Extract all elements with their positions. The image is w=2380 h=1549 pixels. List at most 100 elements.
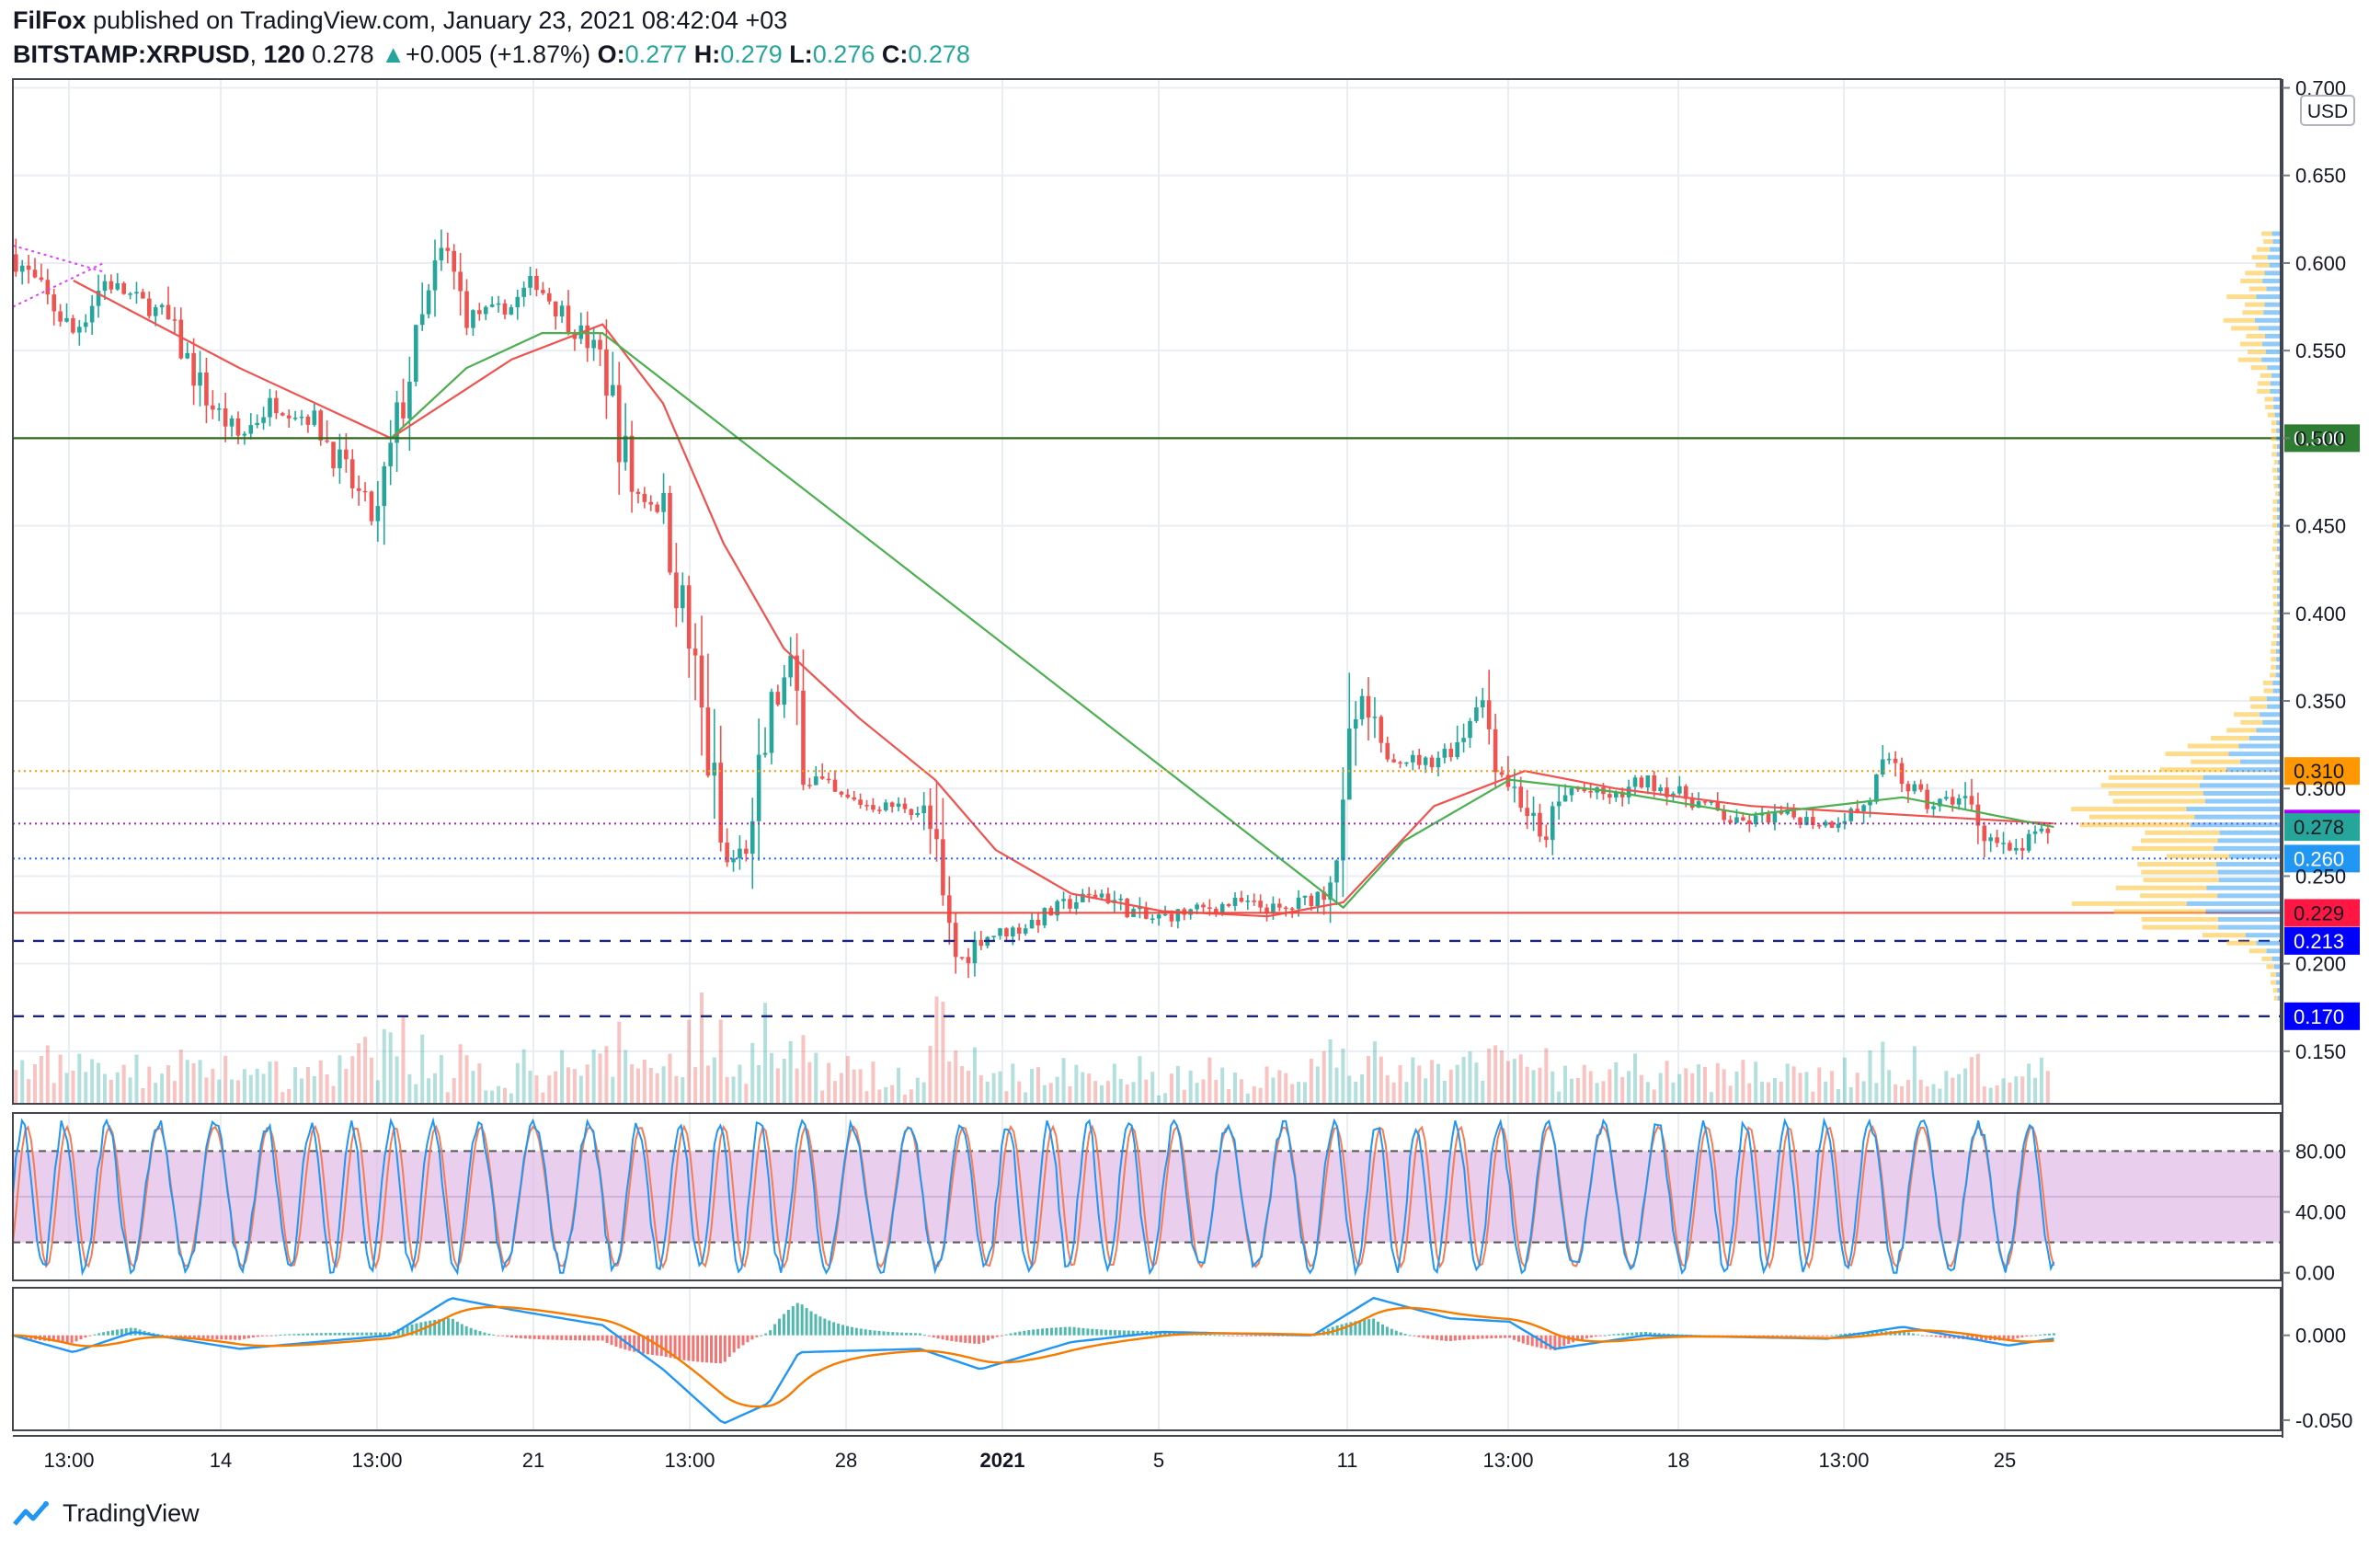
candle[interactable] (1823, 820, 1828, 828)
candle[interactable] (819, 763, 825, 780)
candle[interactable] (89, 294, 95, 335)
candle[interactable] (489, 296, 495, 308)
candle[interactable] (648, 495, 654, 511)
candle[interactable] (1639, 774, 1644, 789)
candle[interactable] (858, 793, 863, 809)
candle[interactable] (1969, 778, 1974, 810)
candle[interactable] (972, 931, 978, 977)
candle[interactable] (1239, 890, 1244, 903)
candle[interactable] (109, 274, 114, 294)
candle[interactable] (674, 543, 679, 627)
time-tick-label[interactable]: 13:00 (1818, 1449, 1869, 1472)
candle[interactable] (1429, 754, 1435, 774)
candle[interactable] (191, 338, 196, 406)
candle[interactable] (1531, 796, 1536, 832)
candle[interactable] (1150, 913, 1155, 924)
candle[interactable] (1836, 817, 1841, 832)
price-tick-label[interactable]: 0.650 (2295, 165, 2346, 188)
time-tick-label[interactable]: 11 (1337, 1449, 1358, 1472)
level-badge[interactable] (2284, 844, 2360, 873)
candle[interactable] (762, 727, 768, 758)
candle[interactable] (45, 269, 51, 304)
candle[interactable] (1893, 751, 1898, 777)
candle[interactable] (1068, 894, 1072, 913)
level-badge-label[interactable]: 0.170 (2294, 1005, 2344, 1028)
candle[interactable] (1036, 912, 1041, 934)
stochastic-tick-label[interactable]: 0.00 (2295, 1262, 2335, 1285)
candle[interactable] (71, 315, 75, 335)
candle[interactable] (1011, 925, 1015, 946)
price-tick-label[interactable]: 0.300 (2295, 777, 2346, 800)
candle[interactable] (1556, 784, 1562, 820)
candle[interactable] (1499, 766, 1505, 778)
candle[interactable] (1918, 779, 1924, 793)
candle[interactable] (1442, 743, 1447, 763)
candle[interactable] (813, 765, 818, 786)
candle[interactable] (629, 420, 635, 513)
candle[interactable] (216, 403, 222, 421)
candle[interactable] (146, 291, 152, 319)
candle[interactable] (185, 342, 190, 360)
candle[interactable] (692, 623, 698, 701)
stochastic-tick-label[interactable]: 80.00 (2295, 1140, 2346, 1163)
candle[interactable] (2020, 838, 2025, 858)
candle[interactable] (432, 239, 438, 317)
candle[interactable] (1791, 804, 1796, 820)
candle[interactable] (1518, 776, 1524, 812)
candle[interactable] (1880, 745, 1885, 777)
candle[interactable] (731, 850, 736, 872)
candle[interactable] (1962, 782, 1968, 810)
candle[interactable] (1645, 774, 1651, 795)
candle[interactable] (419, 282, 425, 331)
tradingview-logo-icon[interactable] (13, 1500, 55, 1528)
level-badge[interactable] (2284, 926, 2360, 955)
candle[interactable] (77, 319, 82, 346)
candle[interactable] (1353, 701, 1358, 766)
time-tick-label[interactable]: 14 (210, 1449, 232, 1472)
level-badge-label[interactable]: 0.213 (2294, 930, 2344, 953)
candle[interactable] (255, 414, 259, 429)
candle[interactable] (1480, 687, 1485, 718)
candle[interactable] (1468, 717, 1472, 748)
candle[interactable] (1315, 891, 1321, 912)
candle[interactable] (795, 633, 799, 726)
candle[interactable] (1595, 786, 1599, 799)
candle[interactable] (896, 797, 901, 812)
symbol-name[interactable]: BITSTAMP:XRPUSD (13, 40, 250, 68)
candle[interactable] (338, 433, 342, 484)
candle[interactable] (1201, 902, 1206, 913)
candle[interactable] (1448, 742, 1454, 762)
candle[interactable] (286, 409, 292, 429)
candle[interactable] (1982, 821, 1987, 858)
candle[interactable] (496, 295, 501, 313)
level-badge[interactable] (2284, 757, 2360, 786)
candle[interactable] (2039, 823, 2044, 834)
time-tick-label[interactable]: 13:00 (351, 1449, 402, 1472)
candle[interactable] (1956, 794, 1962, 810)
candle[interactable] (680, 572, 685, 623)
candle[interactable] (1486, 670, 1492, 745)
candle[interactable] (235, 411, 241, 444)
time-tick-label[interactable]: 13:00 (1482, 1449, 1533, 1472)
candle[interactable] (877, 806, 882, 814)
candle[interactable] (966, 947, 971, 979)
candle[interactable] (661, 473, 666, 524)
candle[interactable] (1759, 806, 1765, 823)
candle[interactable] (642, 487, 647, 509)
candle[interactable] (198, 350, 202, 407)
candle[interactable] (1346, 672, 1352, 800)
candle[interactable] (1391, 753, 1396, 763)
candle[interactable] (407, 356, 412, 451)
candle[interactable] (2014, 838, 2019, 855)
candle[interactable] (934, 782, 939, 862)
time-tick-label[interactable]: 25 (1994, 1449, 2016, 1472)
candle[interactable] (1829, 820, 1835, 829)
candle[interactable] (1029, 912, 1035, 929)
candle[interactable] (223, 393, 228, 442)
candle[interactable] (1995, 830, 1999, 848)
candle[interactable] (1886, 752, 1892, 764)
candle[interactable] (1525, 789, 1529, 830)
candle[interactable] (1608, 787, 1612, 805)
candle[interactable] (1328, 876, 1333, 924)
candle[interactable] (1213, 906, 1219, 917)
